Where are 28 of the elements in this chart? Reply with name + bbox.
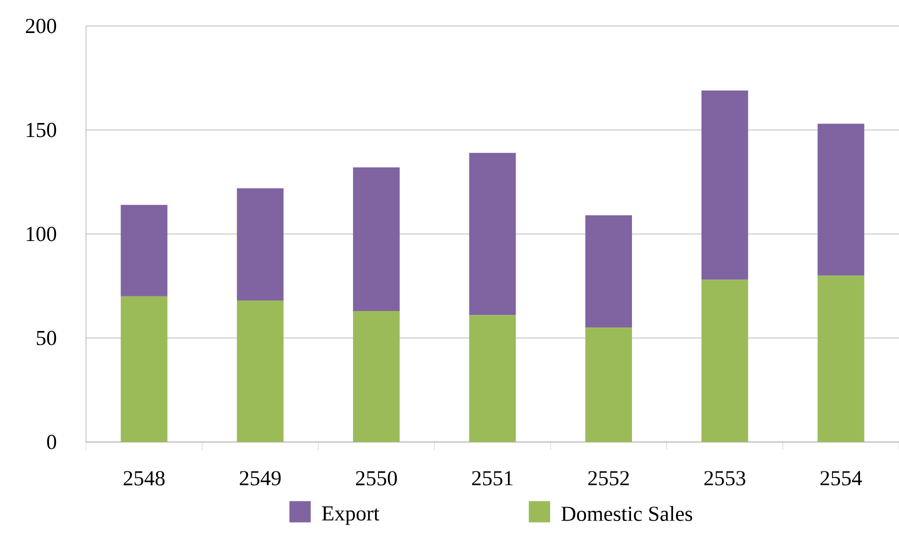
y-tick-label: 150: [26, 122, 56, 138]
bar: [120, 296, 168, 442]
bar: [353, 310, 400, 442]
bar: [469, 315, 516, 442]
bar: [120, 204, 168, 296]
x-tick-label: 2552: [588, 471, 629, 486]
y-tick-label: 100: [26, 226, 56, 242]
bar: [818, 124, 864, 276]
x-tick-label: 2551: [472, 471, 513, 486]
bar: [585, 328, 632, 442]
legend-label: Export: [322, 506, 380, 525]
y-tick-label: 200: [26, 18, 56, 34]
bar: [818, 276, 864, 442]
y-tick-label: 50: [36, 330, 56, 346]
x-tick-label: 2554: [820, 471, 862, 486]
bar: [701, 90, 748, 280]
bar: [701, 280, 748, 442]
legend-label: Domestic Sales: [561, 506, 692, 522]
bar: [353, 167, 400, 311]
x-tick-label: 2548: [124, 471, 165, 486]
bar: [469, 152, 516, 316]
x-tick-label: 2553: [704, 471, 746, 486]
bar: [585, 215, 632, 328]
bar: [236, 300, 284, 442]
x-tick-label: 2549: [240, 471, 281, 486]
y-tick-label: 0: [47, 434, 56, 450]
x-tick-label: 2550: [356, 471, 397, 486]
bar: [236, 188, 284, 301]
